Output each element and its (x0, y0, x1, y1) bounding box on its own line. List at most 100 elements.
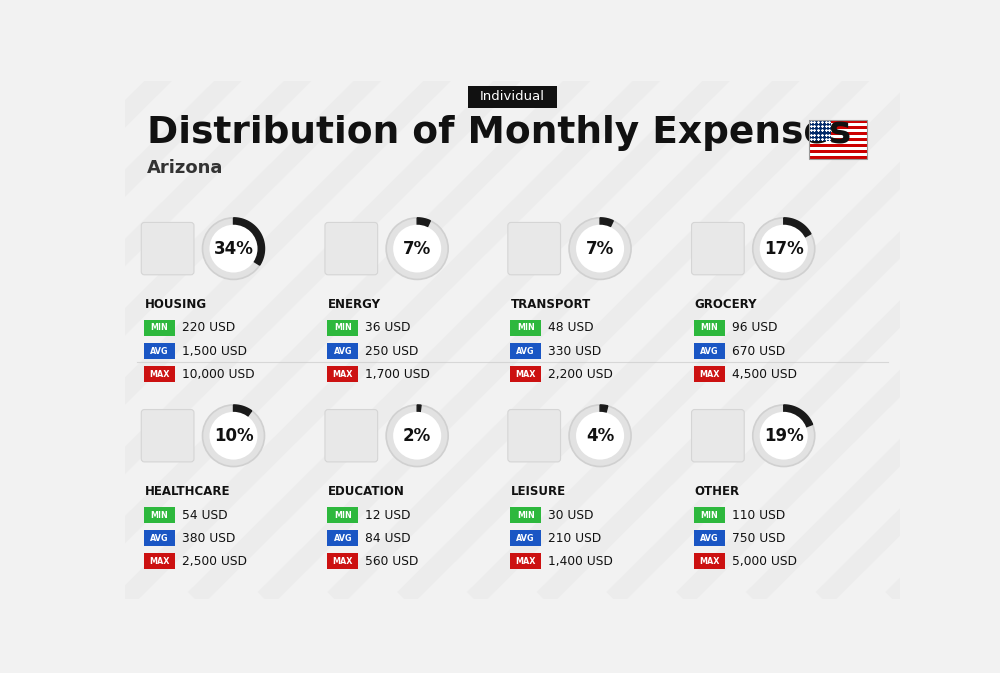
Text: MIN: MIN (700, 511, 718, 520)
FancyBboxPatch shape (141, 410, 194, 462)
FancyBboxPatch shape (325, 410, 378, 462)
FancyBboxPatch shape (510, 507, 541, 523)
Text: 17%: 17% (764, 240, 804, 258)
Text: AVG: AVG (150, 534, 168, 542)
FancyBboxPatch shape (809, 132, 867, 135)
Text: 330 USD: 330 USD (548, 345, 601, 357)
FancyBboxPatch shape (141, 223, 194, 275)
Text: MIN: MIN (517, 511, 535, 520)
Circle shape (576, 225, 624, 273)
Text: 2,500 USD: 2,500 USD (182, 555, 247, 568)
Polygon shape (784, 218, 811, 237)
Text: 5,000 USD: 5,000 USD (732, 555, 797, 568)
FancyBboxPatch shape (144, 507, 175, 523)
Text: 10%: 10% (214, 427, 253, 445)
FancyBboxPatch shape (327, 343, 358, 359)
Text: 210 USD: 210 USD (548, 532, 601, 544)
Circle shape (202, 218, 264, 279)
Text: MAX: MAX (333, 557, 353, 566)
Text: AVG: AVG (516, 534, 535, 542)
Text: 250 USD: 250 USD (365, 345, 419, 357)
Circle shape (569, 218, 631, 279)
Text: MIN: MIN (700, 324, 718, 332)
FancyBboxPatch shape (809, 129, 867, 132)
Polygon shape (600, 218, 613, 227)
Text: EDUCATION: EDUCATION (328, 485, 405, 499)
Text: AVG: AVG (516, 347, 535, 355)
FancyBboxPatch shape (508, 223, 561, 275)
Circle shape (386, 405, 448, 466)
FancyBboxPatch shape (692, 223, 744, 275)
FancyBboxPatch shape (809, 144, 867, 147)
FancyBboxPatch shape (809, 120, 831, 141)
Text: MAX: MAX (333, 369, 353, 379)
Text: 96 USD: 96 USD (732, 322, 777, 334)
Text: MIN: MIN (334, 324, 352, 332)
Text: Individual: Individual (480, 90, 545, 104)
Text: AVG: AVG (334, 347, 352, 355)
Text: 1,500 USD: 1,500 USD (182, 345, 247, 357)
Text: 7%: 7% (586, 240, 614, 258)
FancyBboxPatch shape (327, 507, 358, 523)
FancyBboxPatch shape (694, 366, 725, 382)
FancyBboxPatch shape (327, 366, 358, 382)
FancyBboxPatch shape (809, 141, 867, 144)
Circle shape (202, 405, 264, 466)
Text: 220 USD: 220 USD (182, 322, 235, 334)
Text: MAX: MAX (149, 557, 169, 566)
FancyBboxPatch shape (325, 223, 378, 275)
Text: 750 USD: 750 USD (732, 532, 785, 544)
Circle shape (760, 412, 808, 460)
Text: AVG: AVG (700, 534, 719, 542)
Text: HOUSING: HOUSING (144, 298, 207, 312)
Circle shape (209, 225, 258, 273)
Circle shape (393, 225, 441, 273)
Text: MIN: MIN (150, 324, 168, 332)
FancyBboxPatch shape (327, 530, 358, 546)
FancyBboxPatch shape (508, 410, 561, 462)
FancyBboxPatch shape (144, 320, 175, 336)
FancyBboxPatch shape (692, 410, 744, 462)
FancyBboxPatch shape (144, 366, 175, 382)
Text: 1,700 USD: 1,700 USD (365, 367, 430, 381)
FancyBboxPatch shape (468, 86, 557, 108)
Text: 54 USD: 54 USD (182, 509, 227, 522)
Circle shape (760, 225, 808, 273)
FancyBboxPatch shape (809, 147, 867, 149)
Text: 36 USD: 36 USD (365, 322, 411, 334)
Text: MAX: MAX (515, 557, 536, 566)
Text: GROCERY: GROCERY (695, 298, 757, 312)
Text: LEISURE: LEISURE (511, 485, 566, 499)
Circle shape (569, 405, 631, 466)
FancyBboxPatch shape (809, 126, 867, 129)
Text: MIN: MIN (150, 511, 168, 520)
Polygon shape (234, 218, 264, 265)
FancyBboxPatch shape (327, 320, 358, 336)
Text: 670 USD: 670 USD (732, 345, 785, 357)
Polygon shape (417, 218, 430, 227)
FancyBboxPatch shape (510, 530, 541, 546)
Text: 84 USD: 84 USD (365, 532, 411, 544)
FancyBboxPatch shape (694, 320, 725, 336)
FancyBboxPatch shape (144, 553, 175, 569)
Text: AVG: AVG (334, 534, 352, 542)
Text: 7%: 7% (403, 240, 431, 258)
Text: MAX: MAX (699, 369, 720, 379)
Circle shape (386, 218, 448, 279)
Text: AVG: AVG (700, 347, 719, 355)
Text: MIN: MIN (517, 324, 535, 332)
FancyBboxPatch shape (510, 343, 541, 359)
FancyBboxPatch shape (125, 81, 900, 599)
Text: MIN: MIN (334, 511, 352, 520)
Text: ENERGY: ENERGY (328, 298, 381, 312)
FancyBboxPatch shape (144, 343, 175, 359)
Text: 110 USD: 110 USD (732, 509, 785, 522)
FancyBboxPatch shape (809, 153, 867, 155)
Text: Distribution of Monthly Expenses: Distribution of Monthly Expenses (147, 115, 851, 151)
FancyBboxPatch shape (694, 343, 725, 359)
FancyBboxPatch shape (809, 138, 867, 141)
Circle shape (753, 405, 815, 466)
FancyBboxPatch shape (694, 553, 725, 569)
FancyBboxPatch shape (144, 530, 175, 546)
Text: 2%: 2% (403, 427, 431, 445)
